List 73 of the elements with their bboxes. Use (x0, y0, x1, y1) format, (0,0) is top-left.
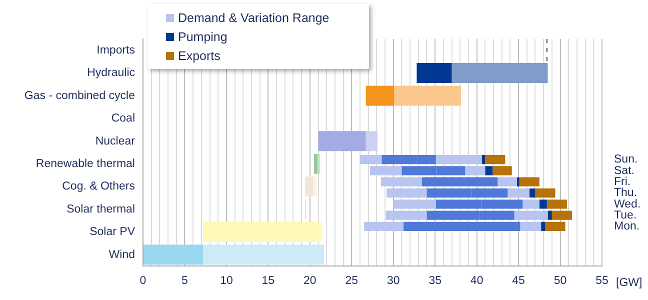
x-tick-label: 10 (220, 275, 233, 288)
bar (548, 210, 552, 220)
bar (144, 244, 204, 265)
bar (539, 200, 547, 209)
x-tick-label: 20 (304, 275, 316, 288)
x-tick-label: 50 (554, 275, 567, 288)
bar (203, 244, 324, 265)
y-tick-label: Sat. (614, 164, 634, 177)
bar (498, 177, 517, 186)
x-tick-label: 40 (470, 275, 484, 288)
y-tick-label: Wind (108, 248, 135, 261)
bar (492, 166, 512, 176)
x-tick-label: 0 (140, 275, 146, 288)
y-tick-label: Wed. (614, 198, 641, 210)
y-tick-label: Thu. (614, 187, 638, 200)
bar (535, 188, 556, 198)
bar (366, 131, 378, 152)
bar (313, 176, 317, 197)
bar (304, 176, 314, 197)
bar (519, 177, 540, 186)
bar (364, 222, 404, 231)
x-tick-label: 55 (596, 275, 608, 288)
x-tick-label: 30 (386, 275, 400, 288)
y-tick-label: Renewable thermal (36, 158, 135, 170)
x-tick-label: 35 (428, 275, 442, 288)
bar (541, 222, 546, 231)
bar (485, 166, 493, 176)
bar (545, 222, 566, 231)
bar (520, 222, 542, 231)
legend-label: Pumping (178, 30, 228, 44)
bar (394, 86, 461, 106)
y-tick-label: Cog. & Others (62, 180, 136, 193)
y-tick-label: Nuclear (95, 135, 136, 148)
bar (386, 188, 427, 198)
bar (380, 177, 422, 186)
x-axis-title: [GW] (616, 277, 642, 290)
bar (318, 131, 366, 152)
bar (508, 188, 530, 198)
bar (546, 200, 567, 209)
y-tick-label: Gas - combined cycle (24, 90, 135, 102)
bar (522, 200, 540, 209)
y-tick-label: Fri. (614, 176, 631, 188)
y-tick-label: Mon. (614, 220, 640, 233)
bar (314, 154, 318, 174)
bar (393, 200, 436, 209)
legend-label: Demand & Variation Range (178, 10, 330, 24)
x-tick-label: 25 (345, 275, 358, 288)
bar (386, 210, 427, 220)
x-tick-label: 5 (182, 275, 188, 288)
y-tick-label: Tue. (614, 209, 637, 222)
bar (516, 177, 520, 186)
y-tick-label: Solar thermal (66, 203, 135, 216)
legend-label: Exports (178, 48, 220, 62)
bar (514, 210, 548, 220)
bar (485, 155, 506, 164)
y-tick-label: Solar PV (90, 226, 136, 238)
bar (465, 166, 486, 176)
bar (317, 154, 320, 174)
bar (366, 86, 394, 106)
bar (436, 155, 482, 164)
bar (529, 188, 536, 198)
bar (360, 155, 382, 164)
bar (452, 63, 548, 84)
bar (203, 222, 322, 242)
x-tick-label: 15 (262, 275, 275, 288)
y-tick-label: Coal (111, 112, 135, 125)
y-tick-label: Sun. (614, 154, 638, 166)
y-tick-label: Hydraulic (87, 67, 136, 80)
bar (370, 166, 402, 176)
bar (416, 63, 452, 84)
y-tick-label: Imports (96, 44, 136, 57)
x-tick-label: 45 (512, 275, 525, 288)
bar (552, 210, 572, 220)
